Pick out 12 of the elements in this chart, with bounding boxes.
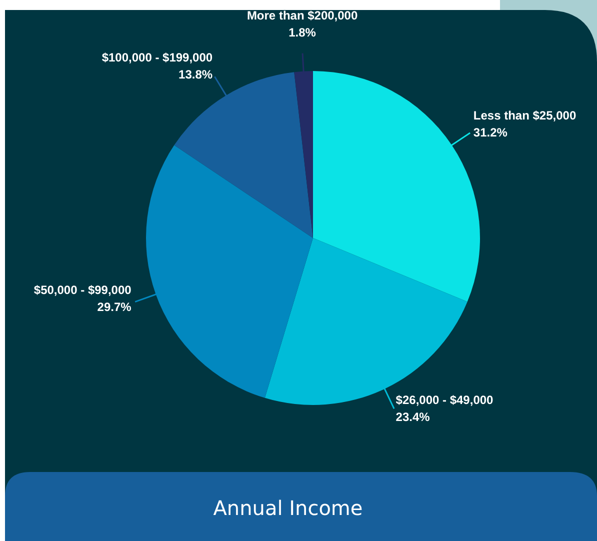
pie-slice xyxy=(174,72,313,238)
text: Annual Income xyxy=(213,496,363,520)
data-label: 1.8% xyxy=(288,25,316,40)
data-label: 31.2% xyxy=(473,126,508,140)
data-label: 13.8% xyxy=(178,67,213,82)
slice-label: $50,000 - $99,000 xyxy=(34,282,132,297)
slice-label: $26,000 - $49,000 xyxy=(396,393,494,408)
data-label: 29.7% xyxy=(97,300,132,314)
slice-label: More than $200,000 xyxy=(246,8,358,22)
slice-label: Less than $25,000 xyxy=(473,108,576,123)
slice-label: $100,000 - $199,000 xyxy=(102,50,213,64)
data-label: 23.4% xyxy=(396,410,430,424)
